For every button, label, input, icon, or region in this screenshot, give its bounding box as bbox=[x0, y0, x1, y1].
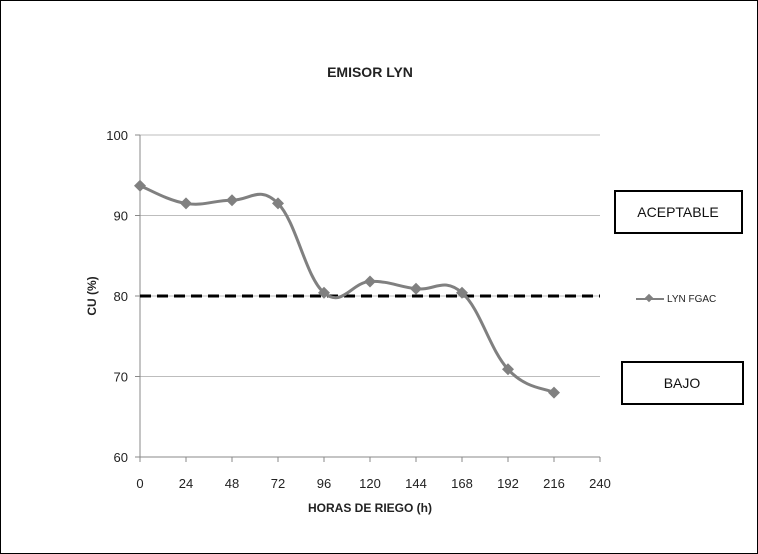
x-tick-label: 0 bbox=[136, 476, 143, 491]
annotation-aceptable-text: ACEPTABLE bbox=[637, 204, 718, 220]
x-tick-label: 144 bbox=[405, 476, 427, 491]
series-markers bbox=[134, 179, 560, 399]
annotation-bajo: BAJO bbox=[621, 361, 744, 405]
data-point-0 bbox=[134, 179, 146, 192]
y-ticks: 60 70 80 90 100 bbox=[106, 128, 128, 465]
data-point-144 bbox=[410, 282, 422, 295]
x-tick-label: 192 bbox=[497, 476, 519, 491]
annotation-aceptable: ACEPTABLE bbox=[614, 190, 743, 234]
legend-label: LYN FGAC bbox=[667, 294, 716, 305]
data-point-120 bbox=[364, 275, 376, 288]
x-tick-label: 48 bbox=[225, 476, 239, 491]
annotation-bajo-text: BAJO bbox=[664, 375, 701, 391]
annotation-aceptable-box bbox=[614, 190, 743, 234]
x-tick-label: 72 bbox=[271, 476, 285, 491]
y-tick-label: 60 bbox=[114, 450, 128, 465]
x-ticks: 0 24 48 72 96 120 144 168 192 216 240 bbox=[136, 457, 611, 491]
y-tick-label: 100 bbox=[106, 128, 128, 143]
y-tick-label: 80 bbox=[114, 289, 128, 304]
y-axis-label: CU (%) bbox=[85, 276, 99, 315]
data-point-48 bbox=[226, 194, 238, 207]
legend-marker bbox=[644, 293, 654, 303]
annotation-bajo-box bbox=[621, 361, 744, 405]
data-point-192 bbox=[502, 363, 514, 376]
x-tick-label: 240 bbox=[589, 476, 611, 491]
data-point-96 bbox=[318, 286, 330, 299]
chart-title: EMISOR LYN bbox=[327, 64, 413, 80]
legend: LYN FGAC bbox=[636, 293, 716, 305]
data-point-72 bbox=[272, 197, 284, 210]
data-point-168 bbox=[456, 286, 468, 299]
data-point-24 bbox=[180, 197, 192, 210]
x-tick-label: 24 bbox=[179, 476, 193, 491]
x-tick-label: 168 bbox=[451, 476, 473, 491]
x-tick-label: 120 bbox=[359, 476, 381, 491]
data-point-216 bbox=[548, 386, 560, 399]
y-tick-label: 70 bbox=[114, 370, 128, 385]
x-tick-label: 96 bbox=[317, 476, 331, 491]
y-tick-label: 90 bbox=[114, 209, 128, 224]
series-line bbox=[139, 184, 555, 394]
x-axis-label: HORAS DE RIEGO (h) bbox=[308, 501, 432, 515]
x-tick-label: 216 bbox=[543, 476, 565, 491]
